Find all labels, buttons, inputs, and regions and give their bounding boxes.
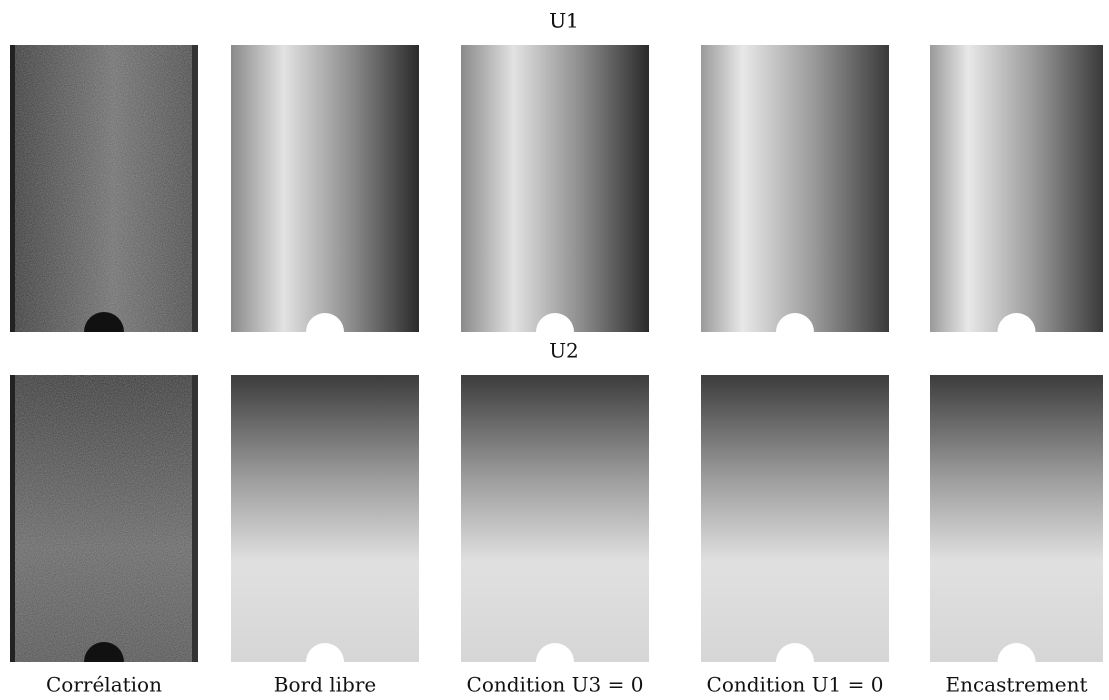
row-label: U1 <box>549 9 579 33</box>
mask <box>0 332 1109 375</box>
column-label: Corrélation <box>46 673 162 697</box>
image-panel <box>231 45 419 332</box>
column-label: Encastrement <box>945 673 1087 697</box>
image-panel <box>231 375 419 662</box>
column-label: Condition U1 = 0 <box>707 673 884 697</box>
row-label: U2 <box>549 339 579 363</box>
row-label: U1 <box>549 9 579 33</box>
image-panel <box>461 375 649 662</box>
specimen-edge <box>10 45 15 332</box>
specimen-edge <box>10 375 15 662</box>
speckle-noise <box>10 45 198 332</box>
speckle-noise <box>10 375 198 662</box>
mask <box>0 662 1109 700</box>
image-panel <box>930 375 1103 662</box>
image-panel <box>701 45 889 332</box>
image-panel <box>930 45 1103 332</box>
specimen-edge <box>192 375 198 662</box>
specimen-edge <box>192 45 198 332</box>
image-panel <box>701 375 889 662</box>
image-panel <box>461 45 649 332</box>
column-label: Bord libre <box>274 673 376 697</box>
column-label: Condition U3 = 0 <box>467 673 644 697</box>
